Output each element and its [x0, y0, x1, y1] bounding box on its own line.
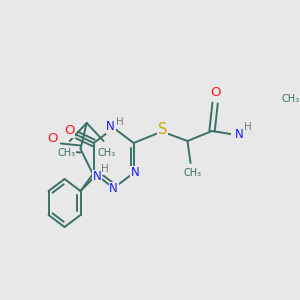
Text: CH₃: CH₃ — [281, 94, 299, 104]
Text: O: O — [48, 133, 58, 146]
Text: N: N — [93, 170, 102, 184]
Text: O: O — [210, 86, 220, 100]
Text: N: N — [235, 128, 244, 142]
Text: CH₃: CH₃ — [58, 148, 76, 158]
Text: O: O — [64, 124, 74, 137]
Text: H: H — [101, 164, 109, 174]
Text: H: H — [244, 122, 251, 132]
Text: H: H — [116, 117, 124, 127]
Text: N: N — [131, 167, 140, 179]
Text: N: N — [106, 121, 115, 134]
Text: CH₃: CH₃ — [183, 168, 201, 178]
Text: S: S — [158, 122, 168, 136]
Text: CH₃: CH₃ — [98, 148, 116, 158]
Text: N: N — [109, 182, 118, 196]
